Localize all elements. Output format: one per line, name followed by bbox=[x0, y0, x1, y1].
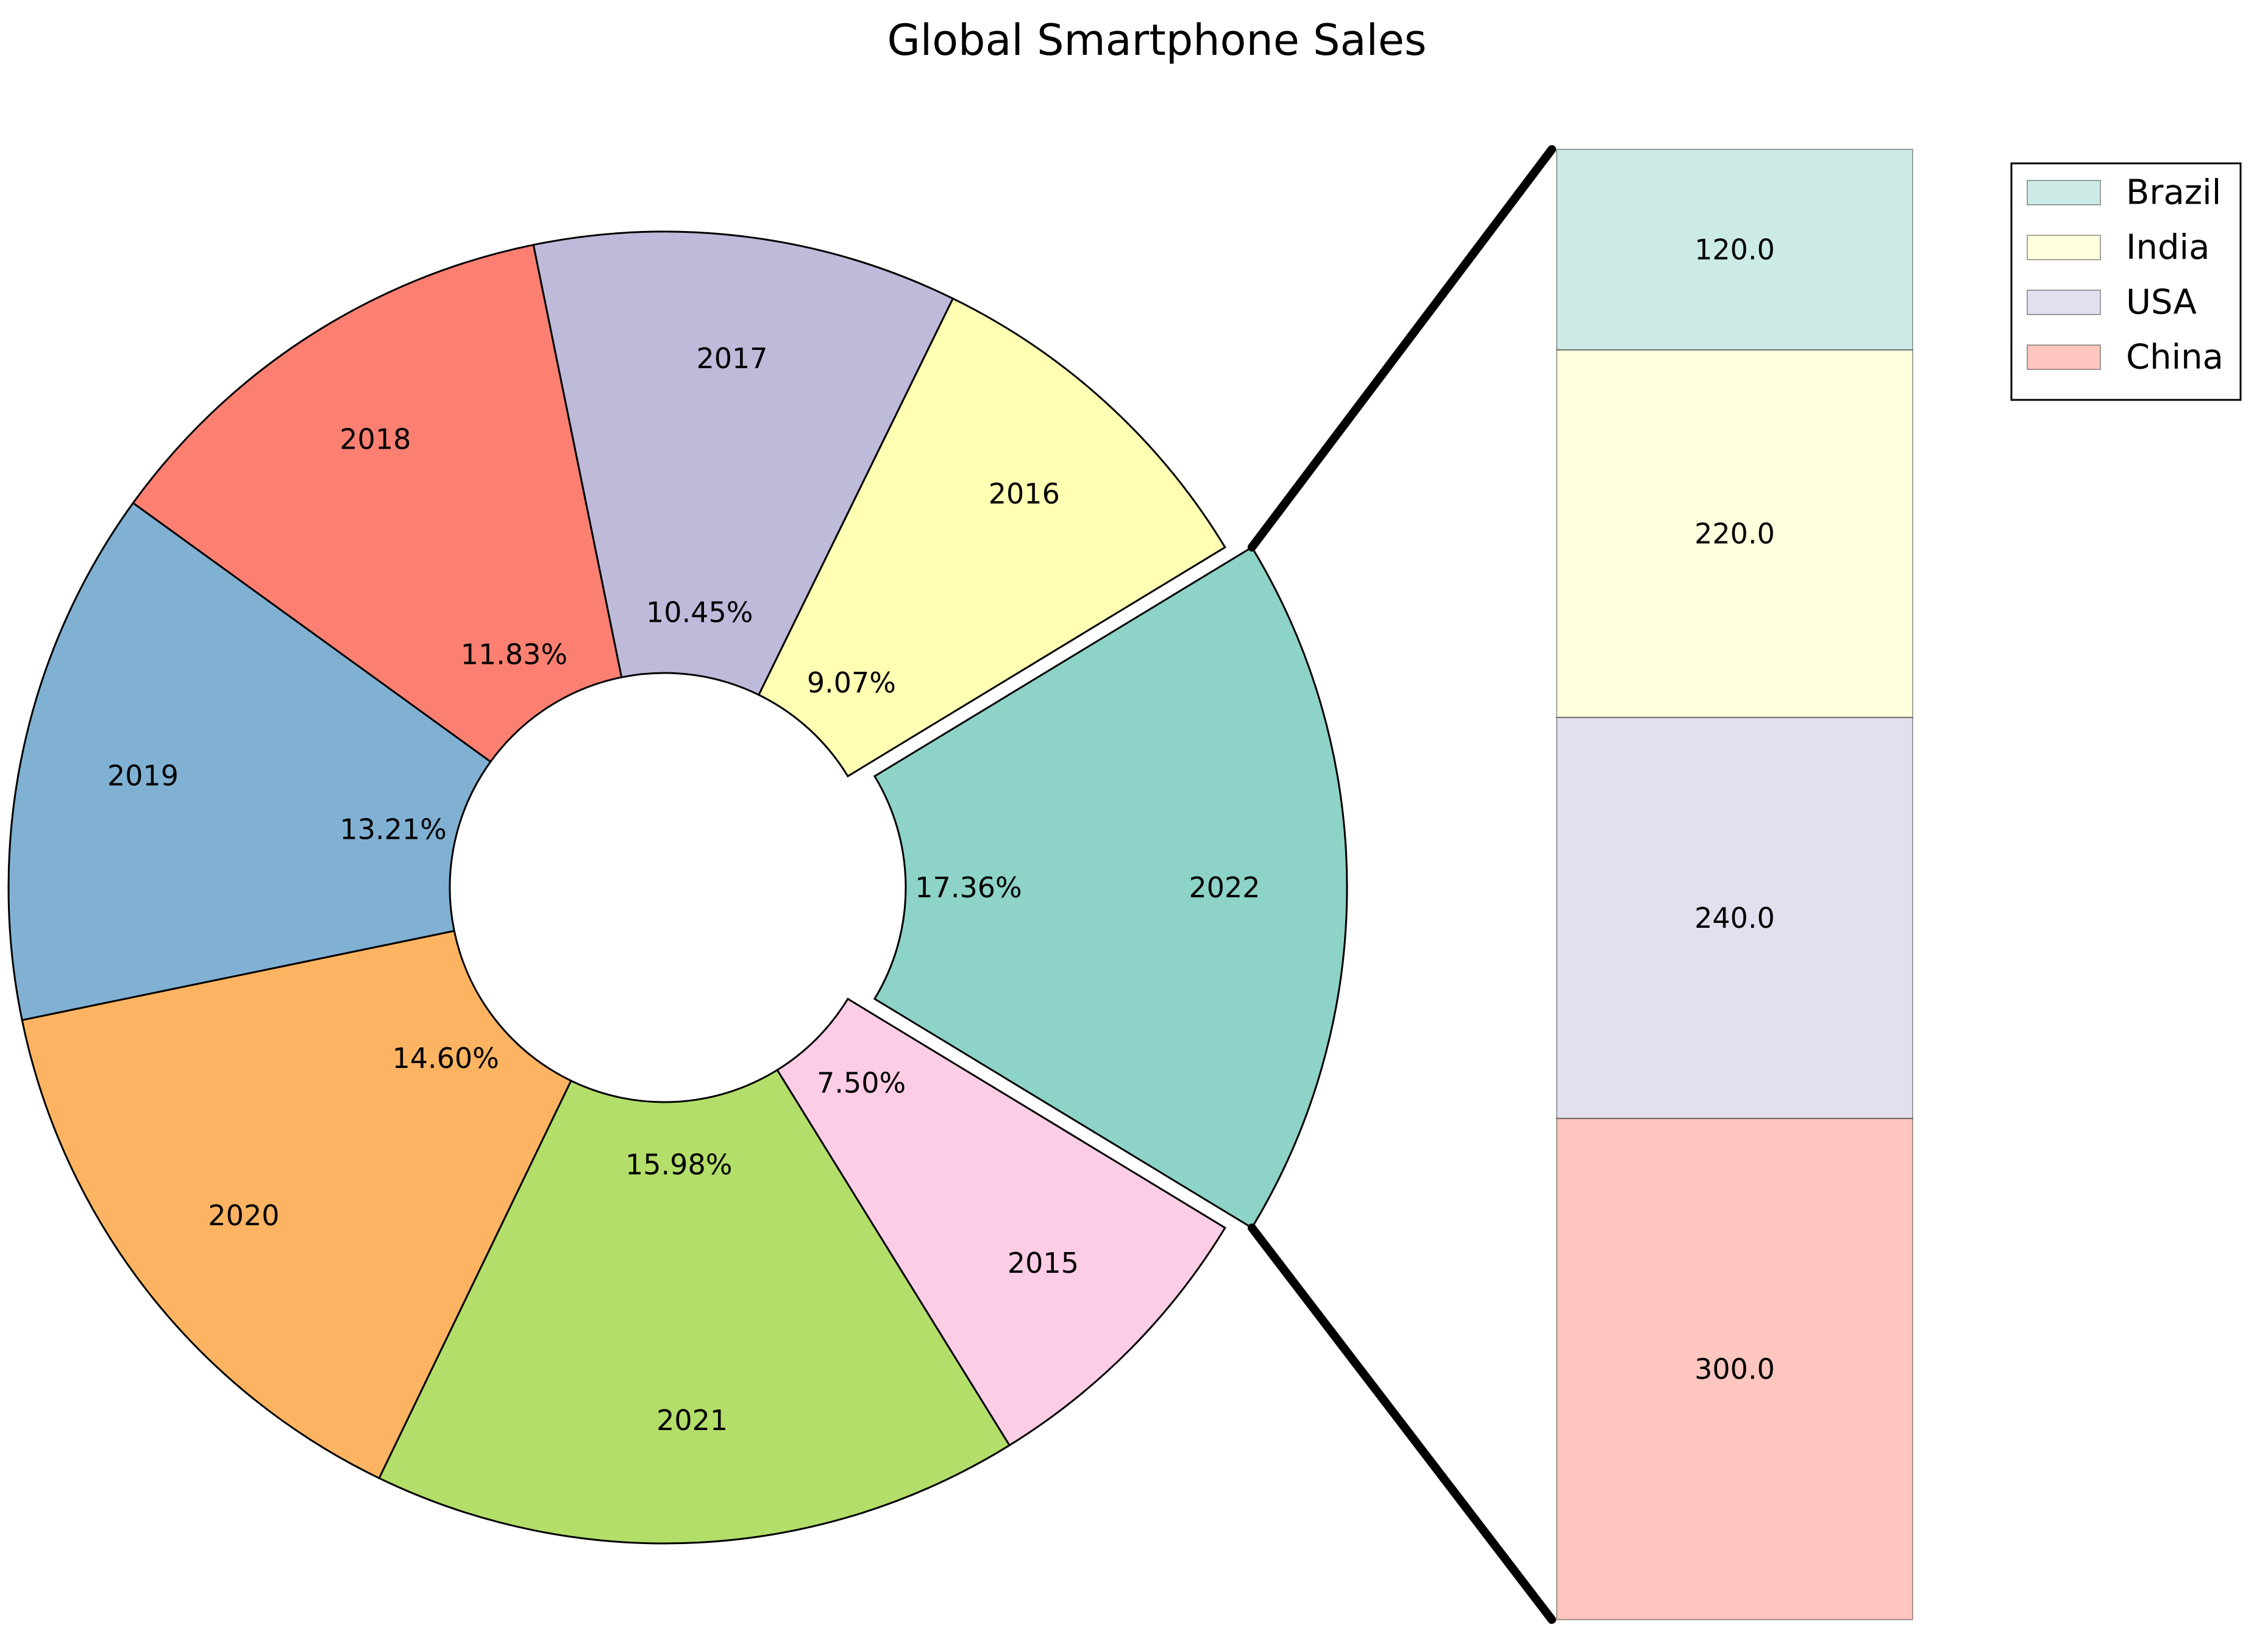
slice-percent-2015: 7.50% bbox=[817, 1066, 906, 1099]
slice-label-2016: 2016 bbox=[989, 477, 1060, 510]
slice-label-2020: 2020 bbox=[208, 1199, 279, 1232]
slice-label-2018: 2018 bbox=[339, 423, 411, 456]
pie-slice-2021 bbox=[378, 1069, 1011, 1545]
pie-slice-2016 bbox=[757, 297, 1226, 778]
connector-line-bottom bbox=[1247, 1223, 1556, 1624]
slice-percent-2016: 9.07% bbox=[807, 666, 896, 699]
chart-title: Global Smartphone Sales bbox=[887, 15, 1427, 65]
bar-value-usa: 240.0 bbox=[1694, 902, 1775, 934]
legend-box bbox=[2010, 162, 2242, 401]
slice-percent-2022: 17.36% bbox=[915, 871, 1022, 904]
bar-value-china: 300.0 bbox=[1694, 1353, 1775, 1386]
donut-chart: 2022 17.36% 2016 9.07% 2017 10.45% 2018 11.83% 2… bbox=[7, 230, 1348, 1545]
slice-percent-2021: 15.98% bbox=[625, 1148, 732, 1181]
legend-label-brazil: Brazil bbox=[2126, 173, 2221, 213]
slice-label-2021: 2021 bbox=[656, 1404, 728, 1437]
legend-label-usa: USA bbox=[2126, 283, 2197, 322]
legend-label-india: India bbox=[2126, 228, 2209, 268]
connector-lines bbox=[1247, 145, 1556, 1624]
pie-slice-2017 bbox=[532, 230, 954, 696]
slice-label-2022: 2022 bbox=[1189, 871, 1260, 904]
legend: Brazil India USA China bbox=[2010, 162, 2242, 401]
legend-label-china: China bbox=[2126, 338, 2224, 377]
bar-value-india: 220.0 bbox=[1694, 517, 1775, 550]
pie-slice-2022 bbox=[873, 546, 1348, 1230]
slice-percent-2017: 10.45% bbox=[646, 596, 753, 629]
slice-label-2017: 2017 bbox=[696, 342, 767, 375]
pie-slice-2020 bbox=[21, 930, 572, 1479]
pie-slice-2019 bbox=[7, 502, 492, 1022]
bar-segment-usa bbox=[1556, 716, 1913, 1119]
bar-segment-china bbox=[1556, 1117, 1913, 1620]
bar-segment-india bbox=[1556, 349, 1913, 718]
slice-label-2015: 2015 bbox=[1008, 1247, 1079, 1279]
slice-percent-2018: 11.83% bbox=[461, 638, 567, 671]
pie-slice-2018 bbox=[132, 243, 623, 763]
slice-percent-2019: 13.21% bbox=[339, 813, 446, 846]
legend-swatch-china bbox=[2027, 344, 2101, 370]
slice-percent-2020: 14.60% bbox=[392, 1042, 499, 1075]
legend-swatch-india bbox=[2027, 235, 2101, 260]
pie-slice-2015 bbox=[776, 997, 1226, 1447]
bar-segment-brazil bbox=[1556, 149, 1913, 351]
slice-label-2019: 2019 bbox=[107, 759, 179, 792]
connector-line-top bbox=[1247, 145, 1556, 552]
bar-value-brazil: 120.0 bbox=[1694, 233, 1775, 266]
legend-swatch-brazil bbox=[2027, 180, 2101, 205]
stacked-bar: 300.0 240.0 220.0 120.0 bbox=[1556, 149, 1913, 1620]
legend-swatch-usa bbox=[2027, 290, 2101, 315]
